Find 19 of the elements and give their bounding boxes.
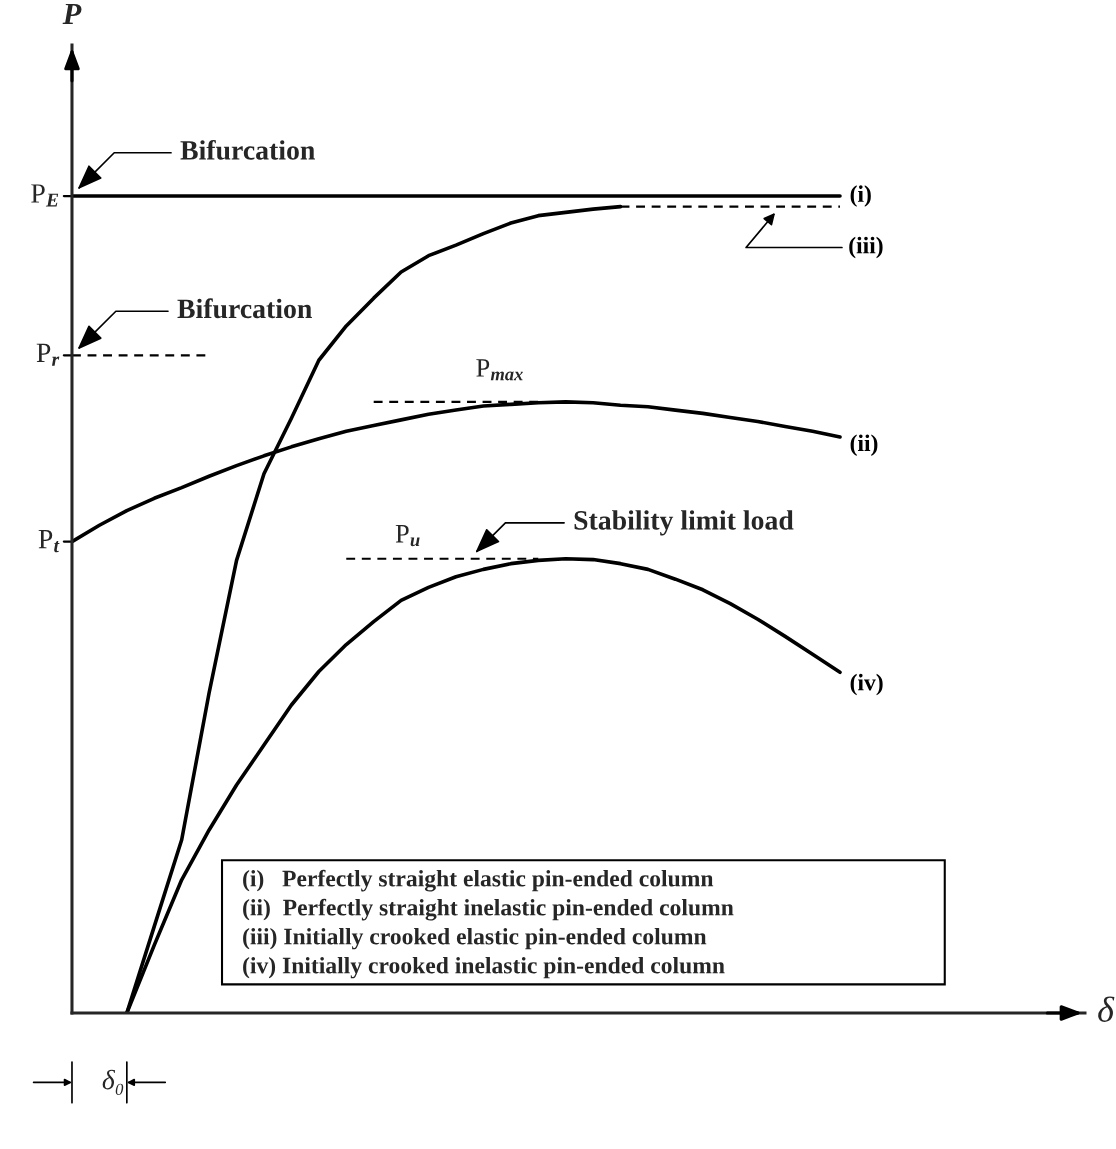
series-label: (ii)	[850, 434, 878, 456]
annotation: P$_{u}$	[395, 525, 420, 547]
annotation: (iv) Initially crooked inelastic pin-ended column	[243, 956, 725, 979]
text: P$_{E}$	[31, 184, 59, 207]
series-label: (iv)	[850, 673, 883, 696]
annotation: (i) Perfectly straight elastic pin-ended column	[243, 869, 714, 892]
text: Bifurcation	[180, 139, 315, 160]
annotation: (iii) Initially crooked elastic pin-ended column	[243, 927, 707, 950]
text: δ	[1098, 996, 1115, 1022]
annotation: Stability limit load	[574, 510, 794, 536]
text: P	[62, 3, 82, 24]
series-label: (i)	[850, 185, 871, 207]
annotation: P$_{t}$	[38, 529, 60, 553]
series-label: (iii)	[849, 236, 883, 259]
annotation: P$_{r}$	[36, 343, 60, 366]
text: δ₀	[102, 1069, 124, 1095]
annotation: (ii) Perfectly straight inelastic pin-ended column	[243, 898, 734, 921]
annotation: Bifurcation	[177, 298, 312, 319]
annotation: P$_{max}$	[476, 359, 523, 381]
